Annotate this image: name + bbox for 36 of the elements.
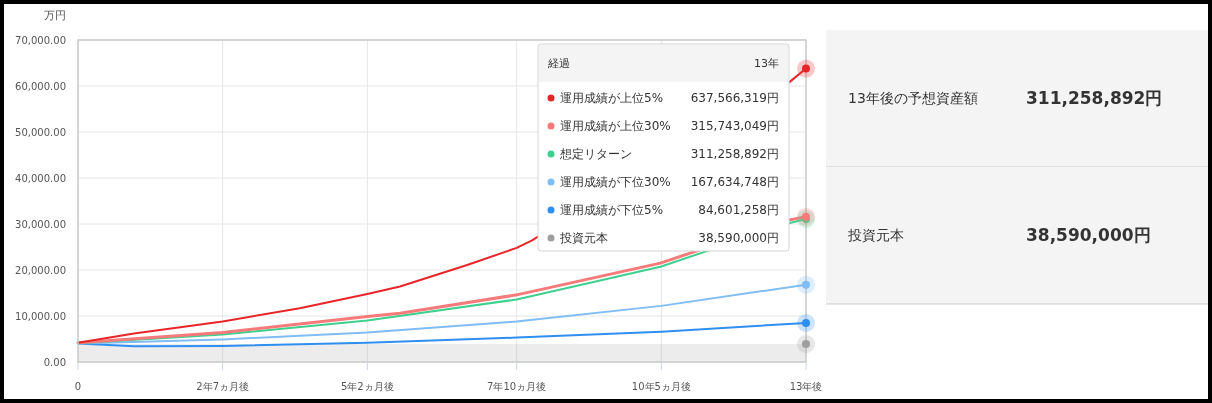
x-tick-label: 13年後 bbox=[789, 381, 823, 392]
point bbox=[797, 275, 815, 294]
text: 38,590,000円 bbox=[1026, 225, 1151, 245]
annotation: 311,258,892円 bbox=[690, 147, 779, 161]
y-tick-label: 50,000.00 bbox=[15, 127, 66, 138]
annotation: 637,566,319円 bbox=[690, 91, 779, 105]
y-tick-label: 60,000.00 bbox=[15, 81, 66, 92]
annotation: 167,634,748円 bbox=[690, 175, 779, 189]
y-tick-label: 70,000.00 bbox=[15, 35, 66, 46]
y-tick-label: 40,000.00 bbox=[15, 173, 66, 184]
y-axis-title: 万円 bbox=[44, 9, 66, 22]
y-tick-label: 0.00 bbox=[43, 357, 66, 368]
point bbox=[797, 313, 815, 332]
legend-label: 想定リターン bbox=[559, 147, 632, 161]
point bbox=[797, 59, 815, 78]
annotation: 38,590,000円 bbox=[698, 231, 779, 245]
y-tick-label: 20,000.00 bbox=[15, 265, 66, 276]
annotation: 経過 bbox=[547, 57, 570, 70]
annotation: 315,743,049円 bbox=[690, 119, 779, 133]
legend-label: 運用成績が上位30% bbox=[560, 119, 671, 133]
legend-label: 運用成績が上位5% bbox=[560, 91, 664, 105]
legend-label: 運用成績が下位30% bbox=[560, 175, 671, 189]
x-tick-label: 7年10ヵ月後 bbox=[487, 381, 547, 392]
y-tick-label: 30,000.00 bbox=[15, 219, 66, 230]
x-tick-label: 0 bbox=[74, 381, 82, 392]
x-tick-label: 10年5ヵ月後 bbox=[631, 381, 691, 392]
annotation: 13年 bbox=[754, 57, 779, 70]
y-tick-label: 10,000.00 bbox=[15, 311, 66, 322]
legend-label: 運用成績が下位5% bbox=[560, 203, 664, 217]
x-tick-label: 5年2ヵ月後 bbox=[340, 381, 394, 392]
text: 13年後の予想資産額 bbox=[848, 90, 978, 106]
annotation: 84,601,258円 bbox=[698, 203, 779, 217]
text: 投資元本 bbox=[847, 227, 904, 243]
text: 311,258,892円 bbox=[1026, 88, 1163, 108]
x-tick-label: 2年7ヵ月後 bbox=[196, 381, 250, 392]
legend-label: 投資元本 bbox=[559, 231, 608, 245]
